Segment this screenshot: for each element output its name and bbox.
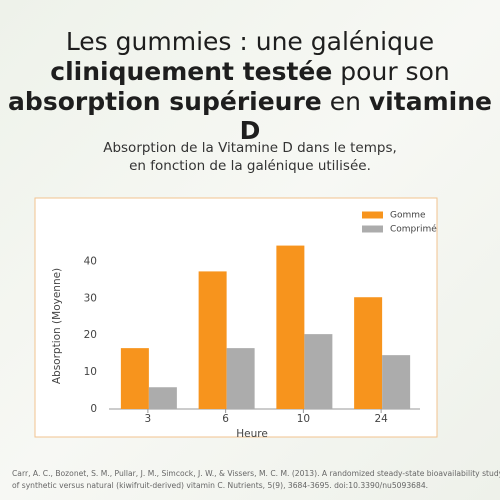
- bar: [226, 348, 255, 409]
- legend-swatch: [362, 225, 383, 233]
- y-tick-label: 20: [84, 329, 97, 341]
- bar: [276, 245, 305, 409]
- legend-label: Comprimé: [390, 224, 437, 235]
- subtitle: Absorption de la Vitamine D dans le temp…: [103, 140, 397, 156]
- citation: Carr, A. C., Bozonet, S. M., Pullar, J. …: [12, 469, 500, 478]
- bar: [354, 297, 383, 409]
- title-bold: absorption supérieure: [8, 87, 322, 116]
- x-tick-label: 6: [222, 413, 229, 425]
- y-axis-label: Absorption (Moyenne): [51, 268, 63, 384]
- bar: [304, 334, 333, 409]
- title-line: absorption supérieure en vitamine D: [0, 87, 500, 145]
- y-tick-label: 10: [84, 366, 97, 378]
- y-tick-label: 40: [84, 255, 97, 267]
- bar: [148, 387, 177, 409]
- citation: of synthetic versus natural (kiwifruit-d…: [12, 481, 429, 490]
- legend-label: Gomme: [390, 211, 426, 221]
- title-line: cliniquement testée pour son: [0, 57, 500, 86]
- bar: [382, 355, 411, 409]
- bar: [120, 348, 149, 409]
- title-bold: vitamine D: [239, 87, 492, 145]
- title-bold: cliniquement testée: [50, 57, 333, 86]
- x-axis-label: Heure: [236, 428, 268, 440]
- subtitle: en fonction de la galénique utilisée.: [129, 158, 371, 174]
- bar: [198, 271, 227, 409]
- title-text: en: [321, 87, 369, 116]
- x-tick-label: 10: [297, 413, 310, 425]
- x-tick-label: 24: [374, 413, 388, 425]
- legend-swatch: [362, 211, 383, 219]
- y-tick-label: 30: [84, 292, 97, 304]
- x-tick-label: 3: [145, 413, 152, 425]
- title-line: Les gummies : une galénique: [65, 27, 435, 56]
- y-tick-label: 0: [90, 403, 97, 415]
- title-text: pour son: [332, 57, 450, 86]
